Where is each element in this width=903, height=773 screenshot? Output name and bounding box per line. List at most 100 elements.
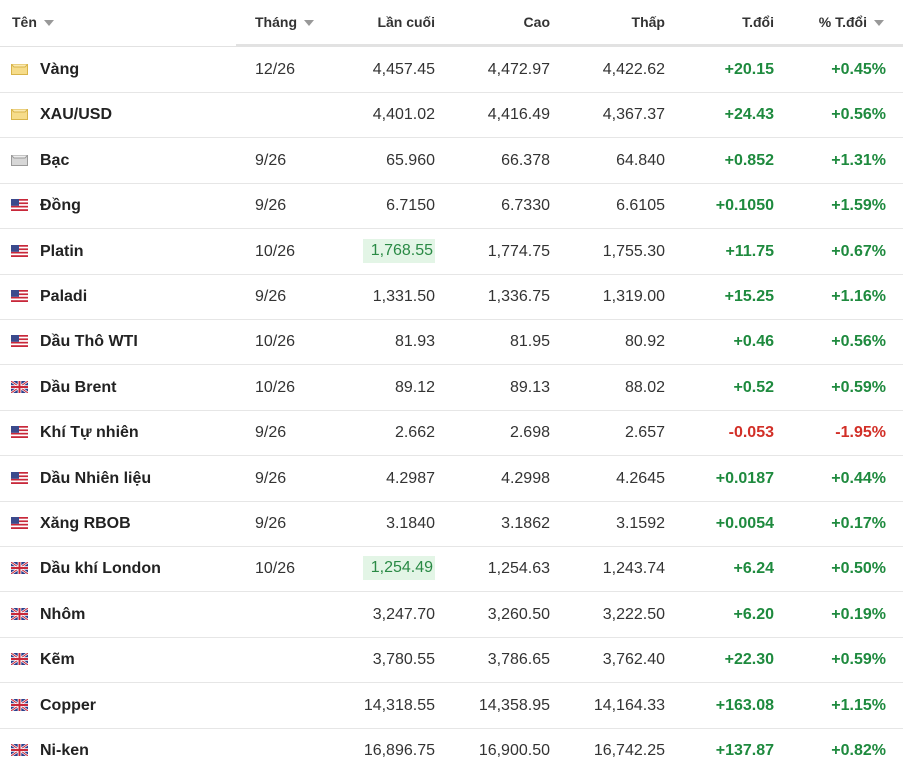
change: +0.852 (724, 151, 774, 169)
sort-arrow (43, 20, 54, 26)
header-change[interactable]: T.đổi (742, 14, 774, 30)
contract-month: 12/26 (255, 61, 296, 78)
low-price: 64.840 (616, 151, 665, 169)
change: +0.52 (733, 378, 774, 396)
table-row[interactable]: Ni-ken 16,896.75 16,900.50 16,742.25 +137.87… (0, 728, 903, 773)
commodity-name[interactable]: Bạc (40, 151, 70, 169)
flag-icon (11, 517, 28, 529)
flag-icon (11, 154, 28, 166)
change-pct: +0.59% (831, 651, 886, 669)
flag-icon (11, 607, 28, 620)
commodity-name[interactable]: Dầu khí London (40, 560, 161, 578)
table-row[interactable]: Vàng 12/26 4,457.45 4,472.97 4,422.62 +20.15 +… (0, 47, 903, 93)
contract-month: 9/26 (255, 424, 287, 442)
header-name[interactable]: Tên (12, 0, 54, 45)
last-price: 65.960 (386, 151, 435, 169)
flag-icon (11, 290, 28, 302)
header-high[interactable]: Cao (523, 14, 550, 30)
table-row[interactable]: Nhôm 3,247.70 3,260.50 3,222.50 +6.20 +0.19% (0, 592, 903, 638)
last-price: 4,457.45 (372, 61, 435, 78)
commodity-name[interactable]: Paladi (40, 288, 88, 305)
change-pct: -1.95% (835, 424, 886, 442)
commodity-name[interactable]: Dầu Nhiên liệu (40, 469, 152, 487)
change-pct: +0.56% (831, 106, 886, 124)
change: -0.053 (728, 424, 774, 442)
change: +6.24 (733, 560, 774, 578)
table-row[interactable]: Dầu Nhiên liệu 9/26 4.2987 4.2998 4.2645 +0.0… (0, 456, 903, 502)
flag-icon (11, 426, 28, 439)
header-month[interactable]: Tháng (255, 0, 314, 45)
commodity-name[interactable]: XAU/USD (40, 106, 113, 124)
flag-icon (11, 744, 28, 756)
table-row[interactable]: Khí Tự nhiên 9/26 2.662 2.698 2.657 -0.053 -1.… (0, 410, 903, 457)
table-row[interactable]: Copper 14,318.55 14,358.95 14,164.33 +163.08… (0, 683, 903, 729)
last-price: 1,331.50 (372, 288, 435, 305)
commodity-name[interactable]: Vàng (40, 61, 80, 78)
commodity-name[interactable]: Khí Tự nhiên (40, 424, 139, 442)
contract-month: 9/26 (255, 197, 287, 215)
low-price: 14,164.33 (593, 696, 665, 714)
table-row[interactable]: Đồng 9/26 6.7150 6.7330 6.6105 +0.1050 +1.59% (0, 183, 903, 230)
flag-icon (11, 471, 28, 484)
change: +22.30 (724, 651, 774, 669)
header-text: % T.đổi (818, 14, 867, 30)
last-price: 81.93 (394, 333, 435, 351)
commodity-name[interactable]: Ni-ken (40, 742, 89, 759)
low-price: 80.92 (624, 333, 665, 351)
flag-icon (11, 244, 28, 257)
header-last[interactable]: Lần cuối (377, 14, 435, 30)
last-price: 14,318.55 (363, 696, 435, 714)
change: +15.25 (724, 288, 774, 305)
change-pct: +1.31% (831, 151, 886, 169)
change-pct: +0.44% (831, 469, 886, 487)
table-row[interactable]: Platin 10/26 1,768.55 1,774.75 1,755.30 +11.7… (0, 229, 903, 275)
contract-month: 10/26 (255, 333, 296, 351)
table-row[interactable]: Dầu Brent 10/26 89.12 89.13 88.02 +0.52 +0.59% (0, 365, 903, 411)
last-price: 16,896.75 (363, 742, 435, 759)
last-price: 89.12 (394, 378, 435, 396)
header-change-pct[interactable]: % T.đổi (819, 0, 884, 45)
flag-icon (11, 335, 28, 348)
low-price: 2.657 (624, 424, 665, 442)
table-row[interactable]: Kẽm 3,780.55 3,786.65 3,762.40 +22.30 +0.59% (0, 637, 903, 684)
commodity-name[interactable]: Kẽm (40, 651, 75, 669)
flag-icon (11, 653, 28, 666)
sort-arrow (874, 20, 884, 26)
change-pct: +0.45% (831, 61, 886, 78)
last-price: 1,254.49 (362, 556, 435, 581)
header-low[interactable]: Thấp (631, 14, 665, 30)
last-price: 4,401.02 (372, 106, 435, 124)
last-price: 3.1840 (386, 515, 435, 532)
high-price: 1,774.75 (487, 242, 550, 260)
high-price: 16,900.50 (478, 742, 550, 759)
sort-arrow (304, 20, 314, 26)
commodity-name[interactable]: Đồng (40, 197, 81, 215)
change-pct: +0.19% (831, 605, 886, 623)
low-price: 1,243.74 (602, 560, 665, 578)
table-row[interactable]: Dầu khí London 10/26 1,254.49 1,254.63 1,243… (0, 546, 903, 593)
low-price: 3,222.50 (602, 605, 665, 623)
table-row[interactable]: Paladi 9/26 1,331.50 1,336.75 1,319.00 +15.25… (0, 274, 903, 320)
header-text: Tháng (255, 14, 297, 30)
table-row[interactable]: Dầu Thô WTI 10/26 81.93 81.95 80.92 +0.46 +0.5… (0, 319, 903, 366)
low-price: 1,755.30 (602, 242, 665, 260)
table-row[interactable]: Xăng RBOB 9/26 3.1840 3.1862 3.1592 +0.0054 +0… (0, 501, 903, 547)
contract-month: 10/26 (255, 378, 296, 396)
commodity-name[interactable]: Dầu Thô WTI (40, 333, 138, 351)
low-price: 3,762.40 (602, 651, 665, 669)
low-price: 4,367.37 (602, 106, 665, 124)
low-price: 16,742.25 (593, 742, 665, 759)
table-row[interactable]: XAU/USD 4,401.02 4,416.49 4,367.37 +24.43 +0.… (0, 92, 903, 139)
commodity-name[interactable]: Dầu Brent (40, 378, 117, 396)
last-price: 1,768.55 (362, 238, 435, 263)
commodity-name[interactable]: Nhôm (40, 605, 86, 623)
commodity-name[interactable]: Xăng RBOB (40, 515, 131, 532)
commodity-name[interactable]: Copper (40, 696, 96, 714)
flag-icon (11, 109, 28, 121)
commodity-name[interactable]: Platin (40, 242, 84, 260)
high-price: 3,786.65 (487, 651, 550, 669)
high-price: 1,254.63 (487, 560, 550, 578)
flag-icon (11, 562, 28, 575)
flag-icon (11, 698, 28, 711)
table-row[interactable]: Bạc 9/26 65.960 66.378 64.840 +0.852 +1.31% (0, 138, 903, 184)
